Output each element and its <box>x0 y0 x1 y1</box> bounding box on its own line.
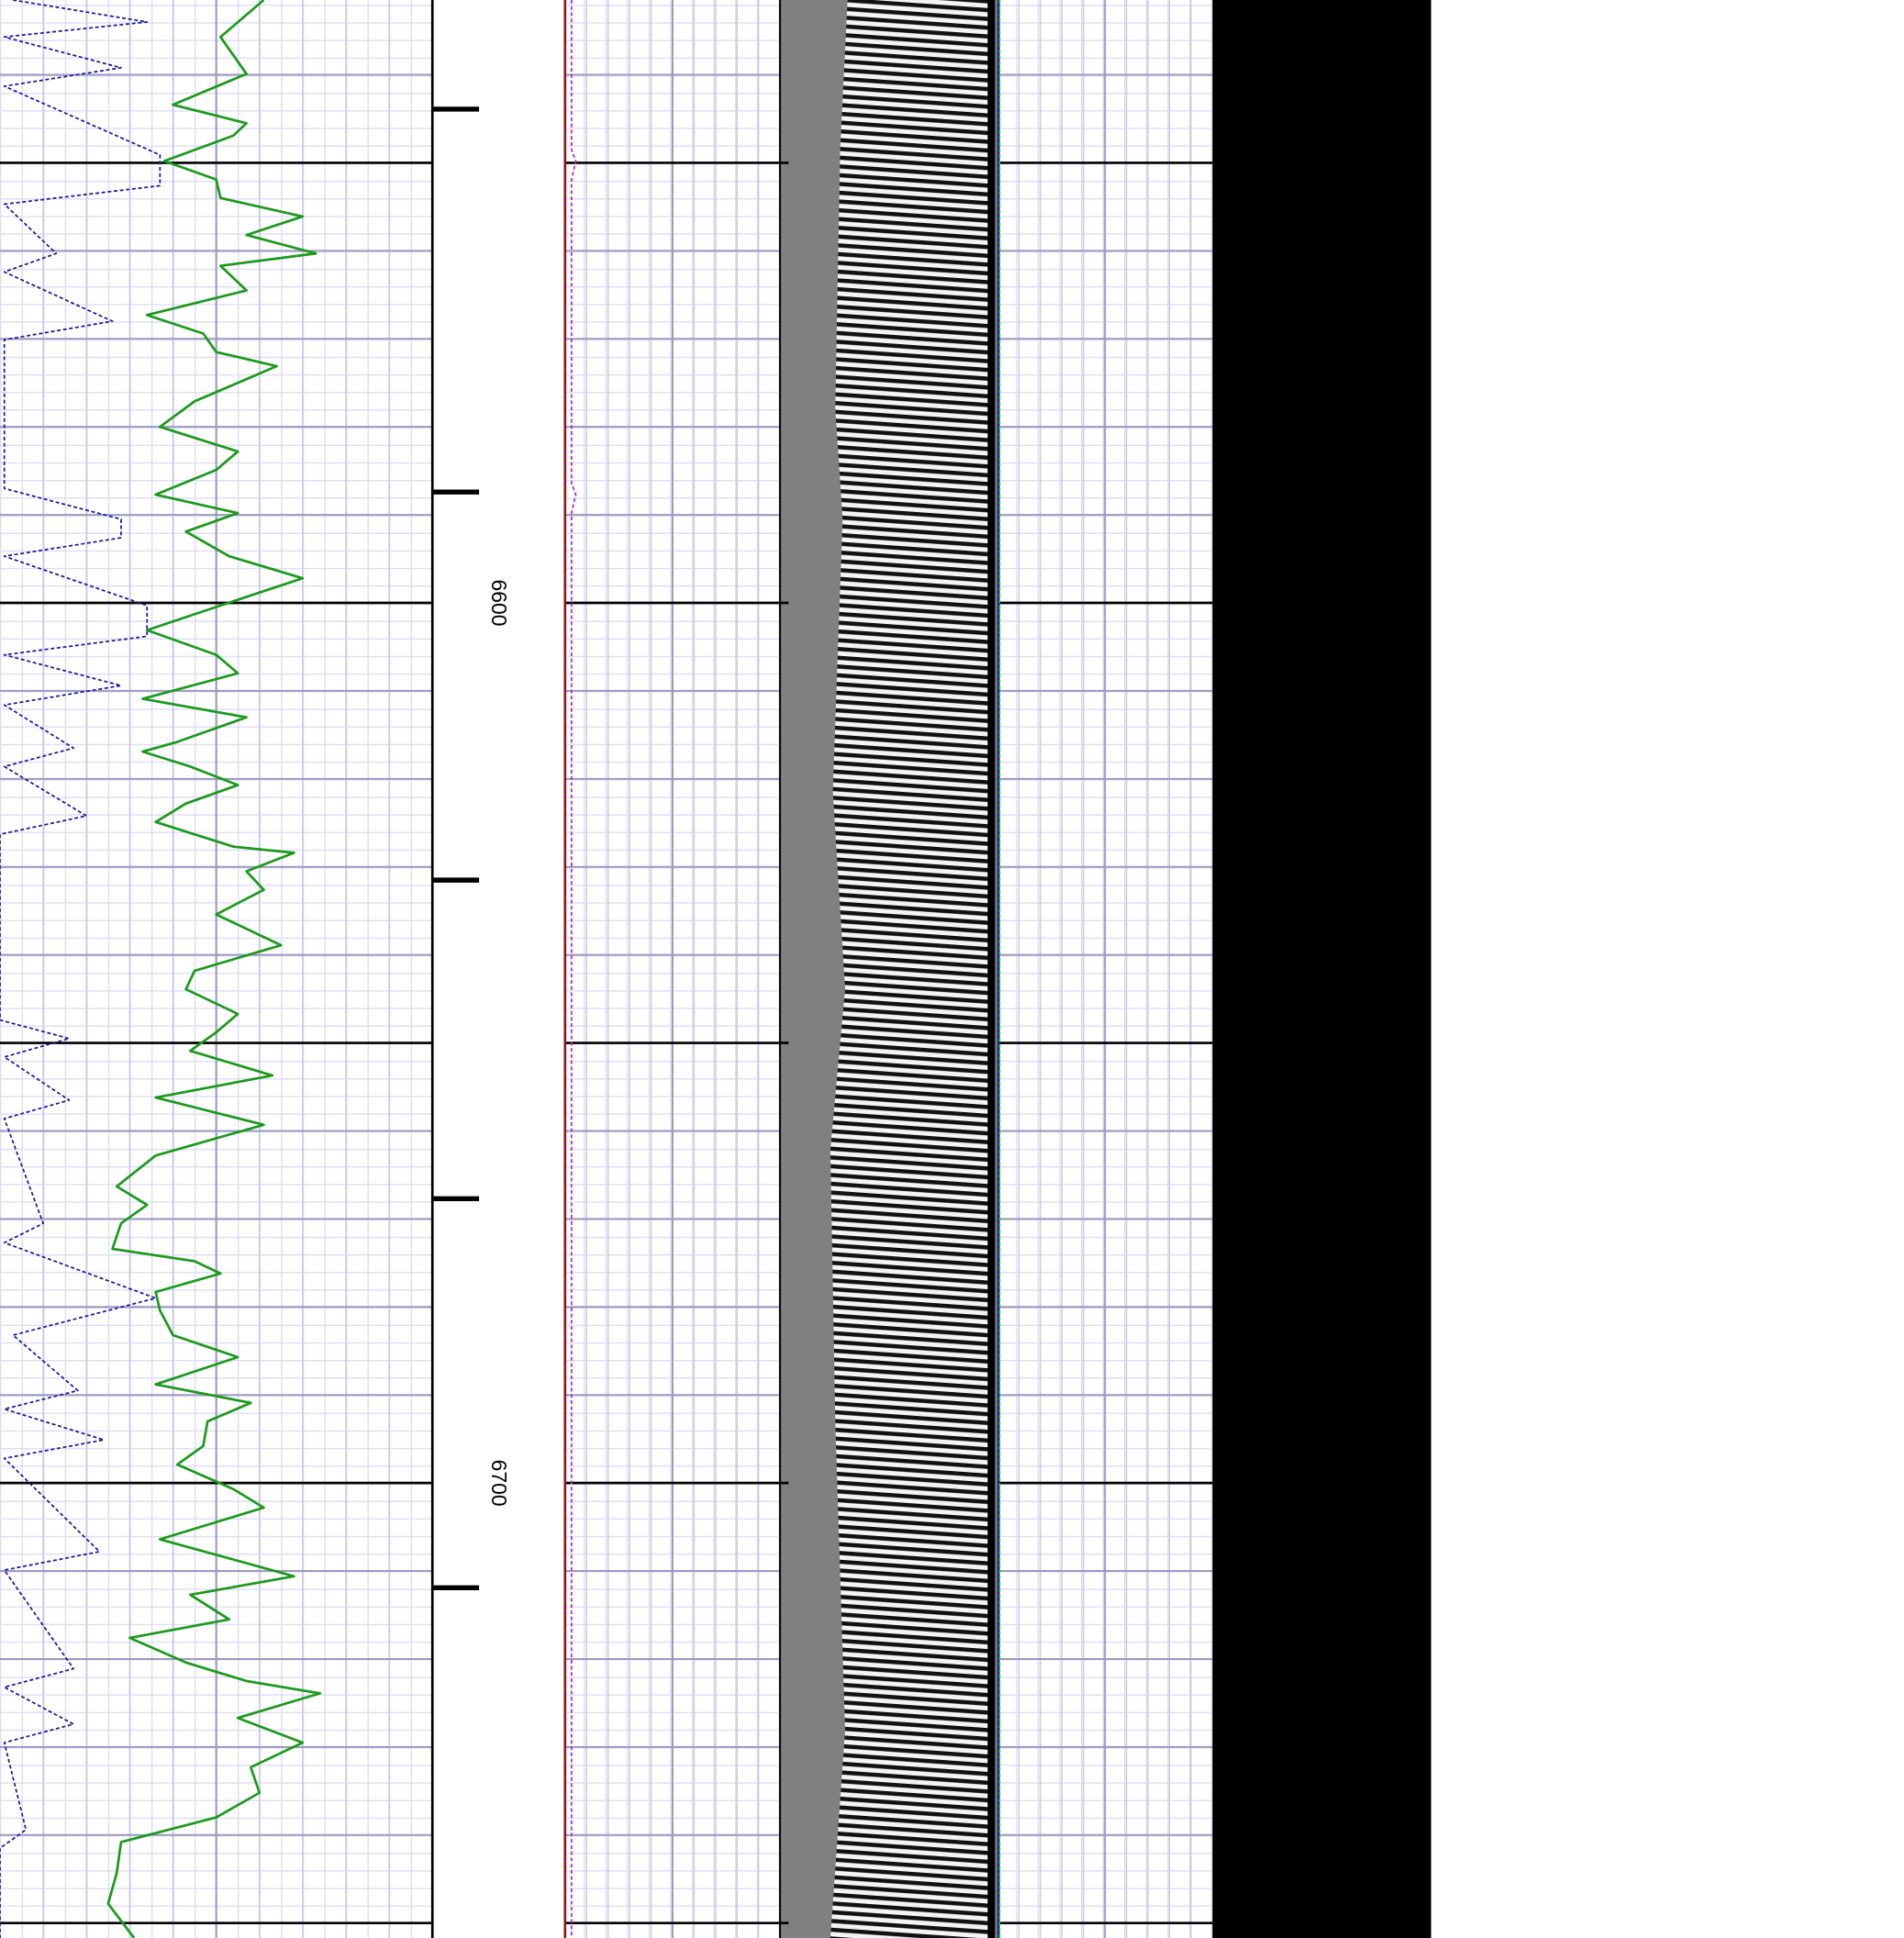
grids <box>0 0 1213 1938</box>
log-curve <box>0 0 161 1938</box>
depth-label: 6700 <box>487 1460 511 1507</box>
vdl-edge <box>987 0 996 1938</box>
vdl-waveform <box>830 0 989 1938</box>
depth-track: 6600 6700 <box>433 106 511 1590</box>
blank-track <box>1212 0 1431 1938</box>
depth-label: 6600 <box>487 580 511 627</box>
log-curve <box>106 0 322 1938</box>
log-curve <box>570 0 577 1938</box>
curves <box>0 0 1001 1938</box>
